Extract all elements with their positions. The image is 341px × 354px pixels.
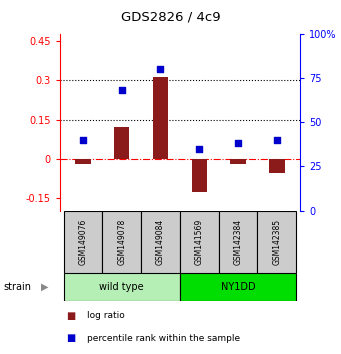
Text: strain: strain [3, 282, 31, 292]
Bar [269, 159, 285, 173]
Bar [141, 211, 180, 273]
Text: GSM149084: GSM149084 [156, 218, 165, 265]
Text: ■: ■ [66, 311, 76, 321]
Text: ▶: ▶ [41, 282, 48, 292]
Bar [75, 159, 91, 164]
Bar [102, 211, 141, 273]
Bar [257, 211, 296, 273]
Text: GDS2826 / 4c9: GDS2826 / 4c9 [121, 10, 220, 23]
Bar [230, 159, 246, 164]
Bar [114, 127, 130, 159]
Text: GSM149076: GSM149076 [78, 218, 87, 265]
Text: NY1DD: NY1DD [221, 282, 255, 292]
Text: log ratio: log ratio [87, 311, 125, 320]
Point [80, 137, 86, 143]
Text: GSM142385: GSM142385 [272, 218, 281, 265]
Point [235, 141, 241, 146]
Text: GSM141569: GSM141569 [195, 218, 204, 265]
Bar [63, 273, 180, 301]
Point [119, 87, 124, 93]
Bar [180, 273, 296, 301]
Bar [180, 211, 219, 273]
Bar [192, 159, 207, 193]
Point [158, 66, 163, 72]
Text: percentile rank within the sample: percentile rank within the sample [87, 333, 240, 343]
Text: wild type: wild type [100, 282, 144, 292]
Point [274, 137, 280, 143]
Point [196, 146, 202, 152]
Text: ■: ■ [66, 333, 76, 343]
Bar [219, 211, 257, 273]
Text: GSM142384: GSM142384 [234, 218, 242, 265]
Bar [153, 76, 168, 159]
Bar [63, 211, 102, 273]
Text: GSM149078: GSM149078 [117, 218, 126, 265]
